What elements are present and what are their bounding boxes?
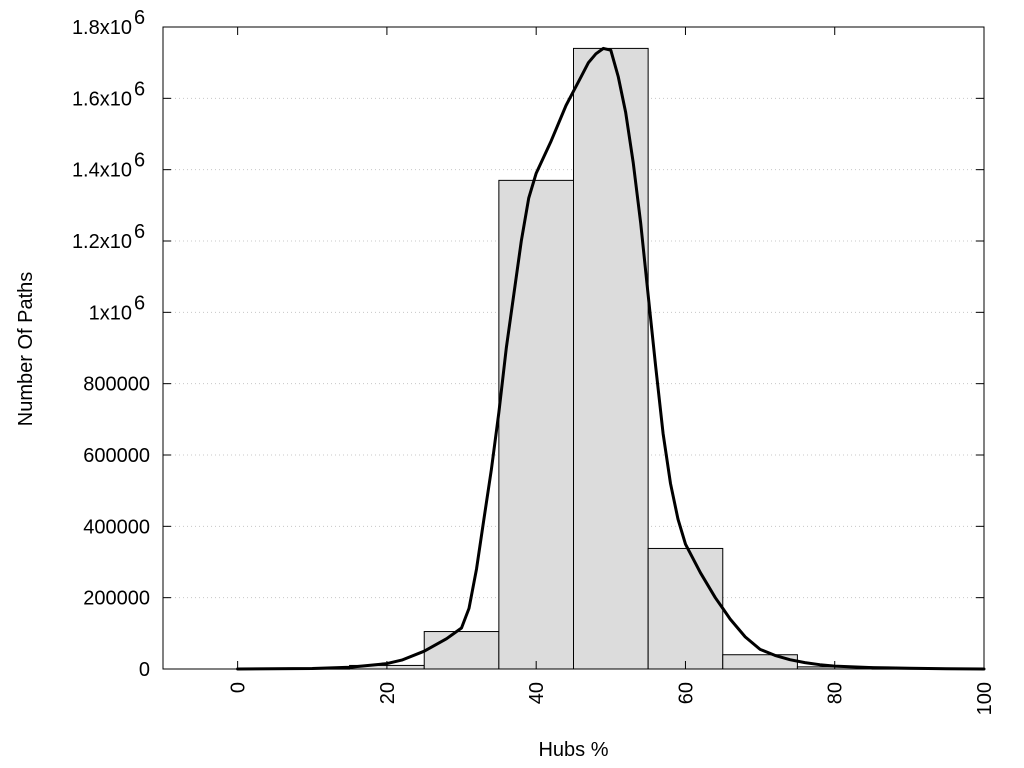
histogram-bar: [423, 631, 500, 670]
histogram-bar: [722, 654, 798, 670]
histogram-bar: [573, 47, 649, 670]
y-tick-label: 1.2x10: [72, 231, 132, 253]
x-tick-label: 40: [526, 682, 548, 704]
y-tick-label: 200000: [83, 588, 150, 610]
x-axis-title: Hubs %: [538, 739, 608, 761]
y-tick-exponent: 6: [134, 221, 145, 243]
y-tick-exponent: 6: [134, 78, 145, 100]
x-tick-label: 80: [825, 682, 847, 704]
y-tick-label: 0: [139, 659, 150, 681]
y-tick-label: 600000: [83, 445, 150, 467]
x-axis-ticks: 0 20 40 60 80 100: [228, 27, 996, 715]
y-tick-label: 1.8x10: [72, 17, 132, 39]
fit-curve: [236, 46, 986, 671]
histogram-bar: [498, 179, 575, 670]
y-tick-label: 1x10: [89, 302, 132, 324]
x-tick-label: 0: [228, 682, 250, 693]
plot-frame: [162, 26, 985, 670]
y-tick-label: 400000: [83, 516, 150, 538]
x-tick-label: 100: [974, 682, 996, 715]
fit-curve-line: [236, 46, 986, 671]
y-tick-label: 1.4x10: [72, 160, 132, 182]
y-axis-title: Number Of Paths: [15, 272, 37, 427]
grid-lines: [163, 97, 984, 599]
y-tick-label: 800000: [83, 374, 150, 396]
y-tick-label: 1.6x10: [72, 88, 132, 110]
y-tick-exponent: 6: [134, 150, 145, 172]
y-tick-exponent: 6: [134, 7, 145, 29]
x-tick-label: 20: [377, 682, 399, 704]
histogram-bar: [647, 547, 724, 670]
y-tick-exponent: 6: [134, 292, 145, 314]
bars: [274, 47, 948, 670]
x-tick-label: 60: [675, 682, 697, 704]
